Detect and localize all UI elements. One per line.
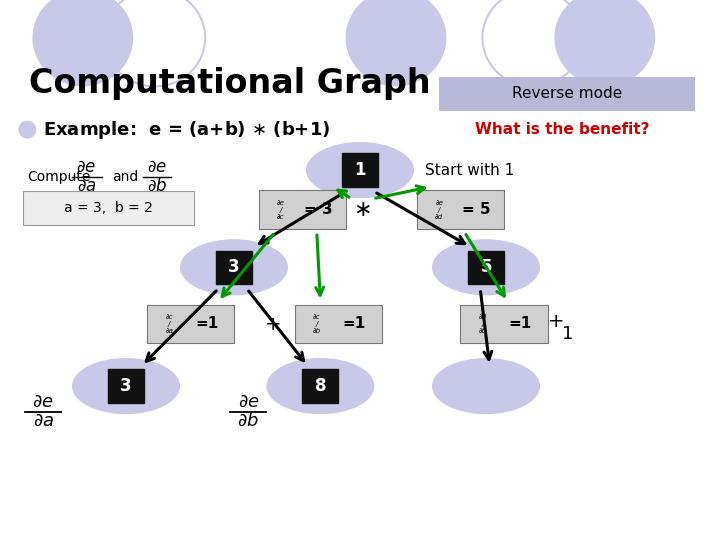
Text: Compute: Compute <box>27 170 91 184</box>
Text: ∂c
/
∂a: ∂c / ∂a <box>166 314 173 334</box>
Text: 3: 3 <box>120 377 132 395</box>
Text: =1: =1 <box>508 316 531 332</box>
Text: Computational Graph: Computational Graph <box>29 68 431 100</box>
FancyBboxPatch shape <box>108 369 144 403</box>
Text: $\partial e$: $\partial e$ <box>238 393 259 411</box>
FancyBboxPatch shape <box>302 369 338 403</box>
Text: $\partial b$: $\partial b$ <box>238 412 259 430</box>
Text: $\partial a$: $\partial a$ <box>76 177 96 195</box>
Ellipse shape <box>346 0 446 86</box>
Ellipse shape <box>432 358 540 414</box>
Text: and: and <box>112 170 138 184</box>
Text: Reverse mode: Reverse mode <box>512 86 623 102</box>
Text: ∂e
/
∂d: ∂e / ∂d <box>435 199 444 220</box>
Ellipse shape <box>72 358 180 414</box>
Text: =1: =1 <box>343 316 366 332</box>
Ellipse shape <box>554 0 655 86</box>
FancyBboxPatch shape <box>295 305 382 343</box>
FancyBboxPatch shape <box>418 191 504 229</box>
Text: $\partial e$: $\partial e$ <box>76 158 96 177</box>
Text: = 3: = 3 <box>304 202 333 217</box>
Ellipse shape <box>306 142 414 198</box>
FancyBboxPatch shape <box>468 251 504 284</box>
Text: a = 3,  b = 2: a = 3, b = 2 <box>63 201 153 215</box>
Text: ∂c
/
∂b: ∂c / ∂b <box>312 314 321 334</box>
Text: $\ast$: $\ast$ <box>354 199 371 220</box>
Text: Start with 1: Start with 1 <box>425 163 514 178</box>
Text: = 5: = 5 <box>462 202 491 217</box>
Ellipse shape <box>266 358 374 414</box>
Text: ∂d
/
∂b: ∂d / ∂b <box>478 314 487 334</box>
FancyBboxPatch shape <box>23 191 194 225</box>
FancyBboxPatch shape <box>259 191 346 229</box>
Text: $\partial e$: $\partial e$ <box>32 393 54 411</box>
FancyBboxPatch shape <box>461 305 547 343</box>
Text: 3: 3 <box>228 258 240 276</box>
Text: ∂e
/
∂c: ∂e / ∂c <box>277 199 284 220</box>
Text: 1: 1 <box>562 325 573 343</box>
Text: =1: =1 <box>195 316 218 332</box>
Text: +: + <box>266 314 282 334</box>
FancyBboxPatch shape <box>342 153 378 187</box>
Text: What is the benefit?: What is the benefit? <box>475 122 649 137</box>
FancyBboxPatch shape <box>439 77 695 111</box>
Ellipse shape <box>32 0 133 86</box>
FancyBboxPatch shape <box>148 305 235 343</box>
Text: +: + <box>548 312 564 331</box>
Ellipse shape <box>432 239 540 295</box>
Text: Example:  e = (a+b) $\ast$ (b+1): Example: e = (a+b) $\ast$ (b+1) <box>43 119 330 140</box>
Ellipse shape <box>19 120 36 139</box>
Text: $\partial a$: $\partial a$ <box>32 412 54 430</box>
Text: 5: 5 <box>480 258 492 276</box>
Text: $\partial b$: $\partial b$ <box>147 177 167 195</box>
Text: $\partial e$: $\partial e$ <box>147 158 167 177</box>
Text: 8: 8 <box>315 377 326 395</box>
FancyBboxPatch shape <box>216 251 252 284</box>
Text: 1: 1 <box>354 161 366 179</box>
Ellipse shape <box>180 239 288 295</box>
